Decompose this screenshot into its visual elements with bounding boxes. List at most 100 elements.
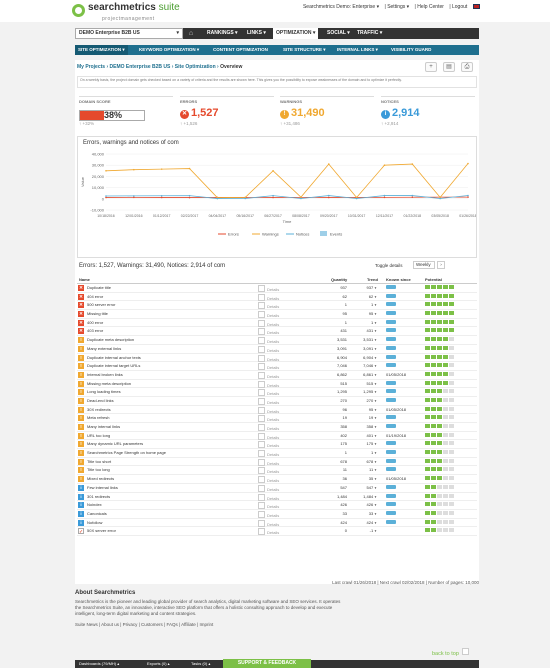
- issue-name[interactable]: Duplicate title: [87, 285, 112, 290]
- subnav-site-structure[interactable]: SITE STRUCTURE ▾: [283, 47, 326, 52]
- issue-name[interactable]: Searchmetrics Page Strength on home page: [87, 450, 166, 456]
- details-link[interactable]: Details: [258, 381, 279, 388]
- details-link[interactable]: Details: [258, 502, 279, 509]
- subnav-content-optimization[interactable]: CONTENT OPTIMIZATION: [213, 47, 268, 52]
- details-link[interactable]: Details: [258, 467, 279, 474]
- settings-link[interactable]: | Settings ▾: [384, 4, 410, 10]
- details-link[interactable]: Details: [258, 337, 279, 344]
- table-row[interactable]: ! Many external links Details 3,091 3,091: [77, 345, 477, 354]
- footer-links[interactable]: Suite News | About us | Privacy | Custom…: [75, 622, 214, 627]
- issue-name[interactable]: Nofollow: [87, 519, 103, 525]
- table-row[interactable]: ! Long loading times Details 1,295 1,295: [77, 388, 477, 397]
- table-row[interactable]: ✕ 400 error Details 1 1: [77, 319, 477, 328]
- account-menu[interactable]: Searchmetrics Demo: Enterprise ▾: [302, 4, 380, 10]
- details-link[interactable]: Details: [258, 511, 279, 518]
- table-row[interactable]: !Mixed redirects Details 36 35 01/05/2018: [77, 475, 477, 484]
- issue-name[interactable]: Many external links: [87, 345, 122, 351]
- details-link[interactable]: Details: [258, 285, 279, 292]
- table-row[interactable]: ! Many dynamic URL parameters Details 175 17…: [77, 440, 477, 450]
- issue-name[interactable]: Long loading times: [87, 389, 121, 395]
- issue-name[interactable]: Many internal links: [87, 424, 121, 429]
- table-row[interactable]: !URL too long Details 402 401 01/19/2018: [77, 432, 477, 441]
- chevron-right-icon[interactable]: ›: [437, 261, 445, 269]
- issue-name[interactable]: 50X server error: [87, 528, 116, 534]
- subnav-visibility-guard[interactable]: VISIBILITY GUARD: [391, 47, 432, 52]
- issue-name[interactable]: 500 server error: [87, 302, 116, 308]
- details-link[interactable]: Details: [258, 424, 279, 431]
- issue-name[interactable]: 400 error: [87, 319, 104, 325]
- details-link[interactable]: Details: [258, 355, 279, 362]
- subnav-site-optimization[interactable]: SITE OPTIMIZATION ▾: [75, 45, 128, 55]
- details-link[interactable]: Details: [258, 372, 279, 379]
- print-icon[interactable]: ⎙: [461, 62, 473, 72]
- project-selector[interactable]: DEMO Enterprise B2B US ▾: [75, 28, 183, 39]
- details-link[interactable]: Details: [258, 415, 279, 422]
- nav-traffic[interactable]: TRAFFIC ▾: [357, 30, 383, 36]
- table-row[interactable]: ! Duplicate meta description Details 3,531 3…: [77, 336, 477, 345]
- details-link[interactable]: Details: [258, 302, 279, 309]
- logout-link[interactable]: | Logout: [449, 4, 468, 10]
- dashboards-tab[interactable]: Dashboards (79/MH) ▴: [79, 661, 120, 666]
- table-row[interactable]: ! Duplicate internal anchor texts Details 6…: [77, 354, 477, 363]
- issue-name[interactable]: 403 error: [87, 328, 104, 334]
- table-row[interactable]: ! Meta refresh Details 19 19: [77, 414, 477, 423]
- issue-name[interactable]: Internal broken links: [87, 371, 123, 377]
- col-trend[interactable]: Trend: [367, 277, 378, 282]
- issue-name[interactable]: Title too short: [87, 458, 112, 464]
- details-link[interactable]: Details: [258, 450, 279, 457]
- issue-name[interactable]: Missing meta description: [87, 380, 132, 386]
- table-row[interactable]: ! Duplicate internal target URLs Details 7,…: [77, 362, 477, 371]
- issue-name[interactable]: Few internal links: [87, 484, 118, 490]
- table-row[interactable]: ! Many internal links Details 358 358: [77, 423, 477, 432]
- issue-name[interactable]: Duplicate internal target URLs: [87, 363, 141, 369]
- details-link[interactable]: Details: [258, 294, 279, 301]
- us-flag-icon[interactable]: [473, 4, 480, 9]
- back-to-top[interactable]: back to top: [432, 648, 469, 657]
- table-row[interactable]: ! Title too short Details 678 678: [77, 458, 477, 467]
- table-row[interactable]: !30X redirects Details 96 95 01/05/2018: [77, 406, 477, 415]
- table-row[interactable]: ✕ 403 error Details 431 431: [77, 327, 477, 337]
- subnav-keyword-optimization[interactable]: KEYWORD OPTIMIZATION ▾: [139, 47, 200, 52]
- details-link[interactable]: Details: [258, 485, 279, 492]
- toggle-label[interactable]: Toggle details: [375, 263, 403, 268]
- col-quantity[interactable]: Quantity: [331, 277, 348, 282]
- table-row[interactable]: ! Searchmetrics Page Strength on home pag…: [77, 449, 477, 458]
- table-row[interactable]: i 301 redirects Details 1,484 1,484: [77, 493, 477, 502]
- issue-name[interactable]: Meta refresh: [87, 415, 110, 421]
- col-name[interactable]: Name: [79, 277, 90, 282]
- details-link[interactable]: Details: [258, 441, 279, 448]
- issue-name[interactable]: 301 redirects: [87, 493, 111, 499]
- details-link[interactable]: Details: [258, 433, 279, 440]
- home-icon[interactable]: ⌂: [188, 30, 194, 37]
- nav-optimization[interactable]: OPTIMIZATION ▾: [273, 28, 319, 39]
- interval-select[interactable]: Weekly: [413, 261, 435, 269]
- details-link[interactable]: Details: [258, 476, 279, 483]
- nav-links[interactable]: LINKS ▾: [247, 30, 266, 36]
- details-link[interactable]: Details: [258, 311, 279, 318]
- issue-name[interactable]: Noindex: [87, 502, 102, 508]
- table-row[interactable]: ✕ 500 server error Details 1 1: [77, 301, 477, 311]
- subnav-internal-links[interactable]: INTERNAL LINKS ▾: [337, 47, 378, 52]
- issue-name[interactable]: Mixed redirects: [87, 476, 115, 482]
- details-link[interactable]: Details: [258, 528, 279, 535]
- breadcrumb-path[interactable]: My Projects › DEMO Enterprise B2B US › S…: [77, 64, 219, 70]
- table-row[interactable]: i Canonicals Details 33 33: [77, 510, 477, 519]
- col-potential[interactable]: Potential: [425, 277, 442, 282]
- table-row[interactable]: ! Title too long Details 11 11: [77, 466, 477, 476]
- table-row[interactable]: i Nofollow Details 424 424: [77, 519, 477, 528]
- issue-name[interactable]: Dead-end links: [87, 397, 114, 403]
- details-link[interactable]: Details: [258, 389, 279, 396]
- issue-name[interactable]: 30X redirects: [87, 406, 111, 412]
- issue-name[interactable]: Duplicate internal anchor texts: [87, 354, 141, 360]
- details-link[interactable]: Details: [258, 328, 279, 335]
- details-link[interactable]: Details: [258, 363, 279, 370]
- issue-name[interactable]: URL too long: [87, 432, 111, 438]
- issue-name[interactable]: Title too long: [87, 467, 110, 473]
- details-link[interactable]: Details: [258, 346, 279, 353]
- table-row[interactable]: ! Missing meta description Details 515 515: [77, 380, 477, 389]
- nav-social[interactable]: SOCIAL ▾: [327, 30, 350, 36]
- table-row[interactable]: ✕ Duplicate title Details 937 937: [77, 284, 477, 293]
- logo[interactable]: searchmetrics suite projectmanagement: [88, 3, 180, 24]
- exports-tab[interactable]: Exports (0) ▴: [147, 661, 170, 666]
- details-link[interactable]: Details: [258, 520, 279, 527]
